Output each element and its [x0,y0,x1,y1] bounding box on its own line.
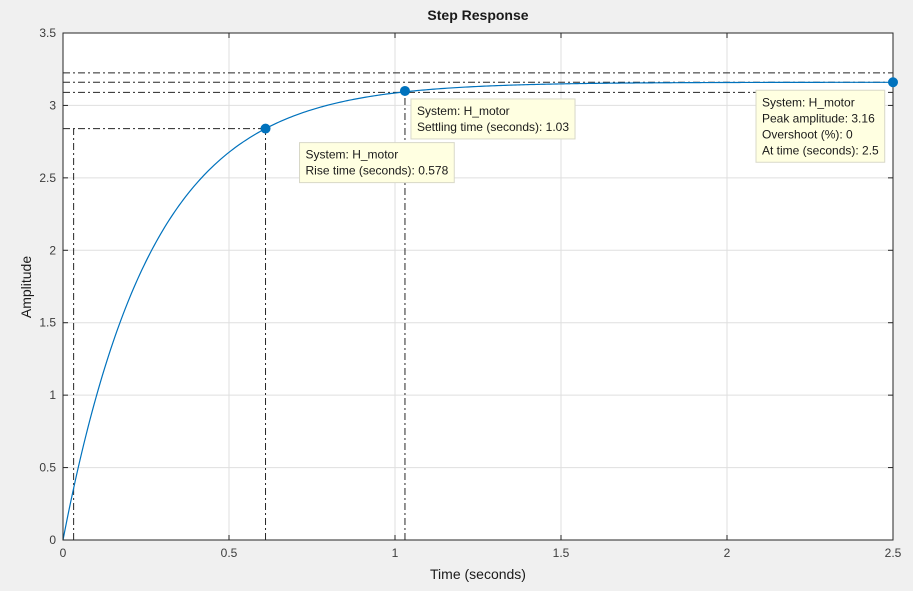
y-tick-label: 3.5 [39,26,56,40]
x-tick-label: 1 [392,546,399,560]
datatip[interactable]: System: H_motor Settling time (seconds): … [410,98,576,140]
x-tick-label: 2.5 [885,546,902,560]
datatip-line: Overshoot (%): 0 [762,127,853,141]
datatip-marker[interactable] [260,123,271,134]
datatip-marker[interactable] [888,77,898,88]
datatip-line: Settling time (seconds): 1.03 [417,120,569,134]
y-tick-label: 0 [49,533,56,547]
y-tick-label: 2 [49,243,56,257]
datatip-line: System: H_motor [762,95,855,109]
y-tick-label: 1.5 [39,316,56,330]
y-tick-label: 0.5 [39,461,56,475]
x-tick-label: 2 [724,546,731,560]
grid [63,33,893,540]
datatips: System: H_motor Rise time (seconds): 0.57… [299,89,886,184]
datatip-line: System: H_motor [417,104,510,118]
datatip[interactable]: System: H_motor Rise time (seconds): 0.57… [299,142,455,184]
x-axis-label: Time (seconds) [430,566,526,582]
x-tick-label: 0 [60,546,67,560]
datatip-markers [260,77,898,134]
datatip-box [299,142,455,184]
y-tick-label: 2.5 [39,171,56,185]
datatip-line: At time (seconds): 2.5 [762,143,879,157]
y-tick-label: 1 [49,388,56,402]
y-tick-label: 3 [49,98,56,112]
datatip-line: Peak amplitude: 3.16 [762,111,875,125]
ticks: 0 0.5 1 1.5 2 2.5 0 0.5 1 1.5 2 2.5 3 3.5 [39,26,901,560]
series-lines [62,81,893,541]
y-axis-label: Amplitude [18,256,34,318]
datatip-box [410,98,576,140]
chart-title: Step Response [427,7,528,23]
plot-border [62,32,894,541]
x-tick-label: 1.5 [553,546,570,560]
datatip-box [755,89,886,163]
series-line-H_motor[interactable] [62,81,893,541]
datatip[interactable]: System: H_motor Peak amplitude: 3.16 Overs… [755,89,886,163]
datatip-marker[interactable] [399,85,410,96]
datatip-line: System: H_motor [306,148,399,162]
x-tick-label: 0.5 [221,546,238,560]
datatip-line: Rise time (seconds): 0.578 [306,164,449,178]
